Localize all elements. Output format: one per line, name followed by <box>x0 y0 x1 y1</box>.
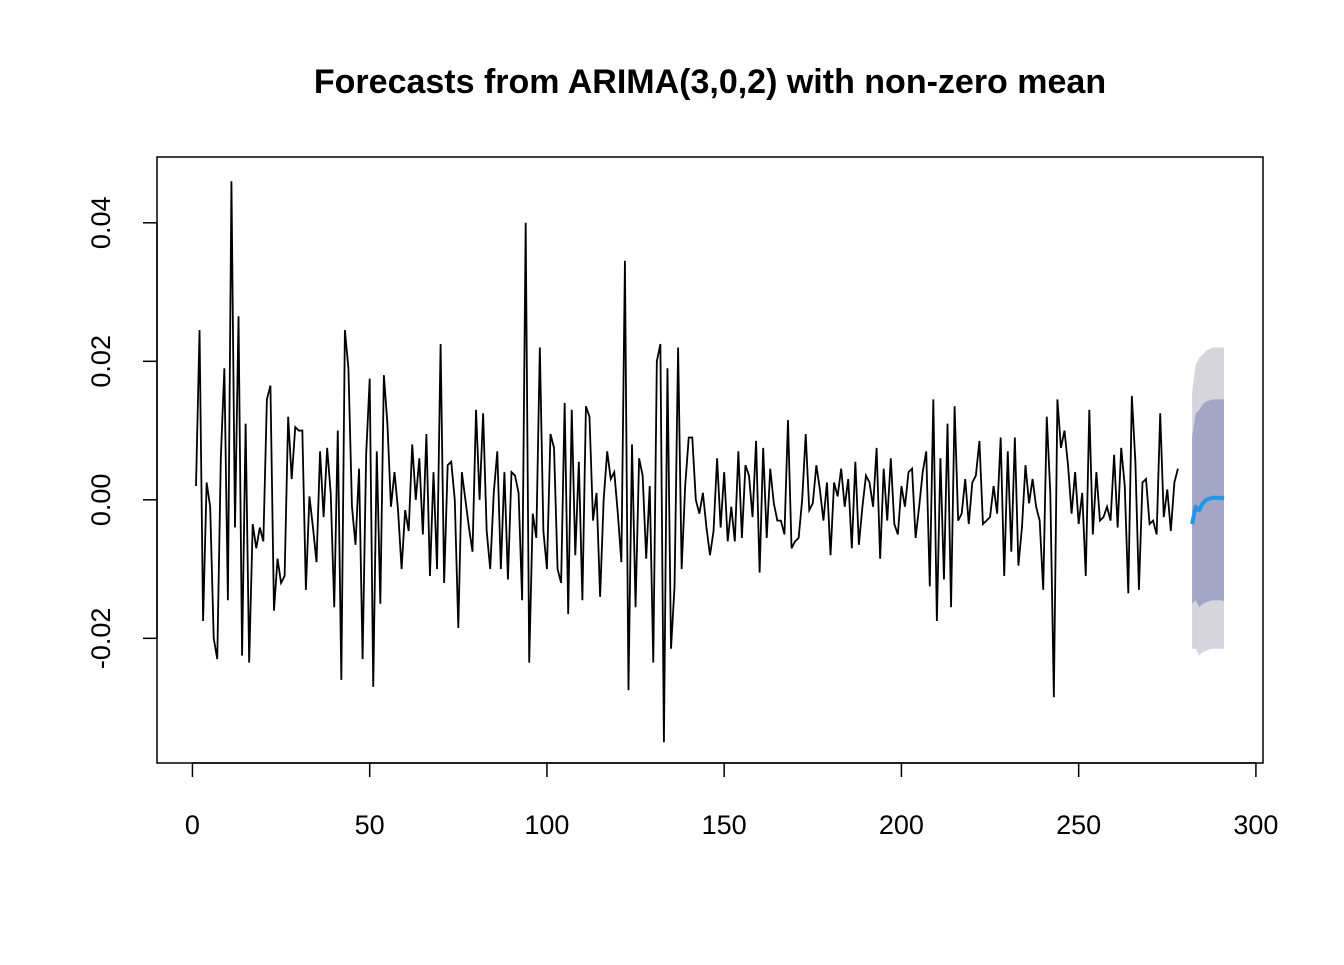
x-tick-label: 300 <box>1233 810 1278 840</box>
observed-series-line <box>195 181 1179 743</box>
x-tick-label: 0 <box>185 810 200 840</box>
chart-title: Forecasts from ARIMA(3,0,2) with non-zer… <box>314 63 1106 101</box>
y-tick-label: -0.02 <box>86 608 116 670</box>
y-tick-label: 0.00 <box>86 474 116 527</box>
prediction-interval-80 <box>1192 399 1225 608</box>
x-tick-label: 250 <box>1056 810 1101 840</box>
x-tick-label: 50 <box>355 810 385 840</box>
plot-frame <box>156 156 1264 764</box>
forecast-mean-line <box>1190 495 1225 525</box>
y-tick-label: 0.04 <box>86 197 116 250</box>
x-tick-label: 200 <box>879 810 924 840</box>
y-tick-label: 0.02 <box>86 335 116 388</box>
x-tick-label: 150 <box>702 810 747 840</box>
x-tick-label: 100 <box>524 810 569 840</box>
